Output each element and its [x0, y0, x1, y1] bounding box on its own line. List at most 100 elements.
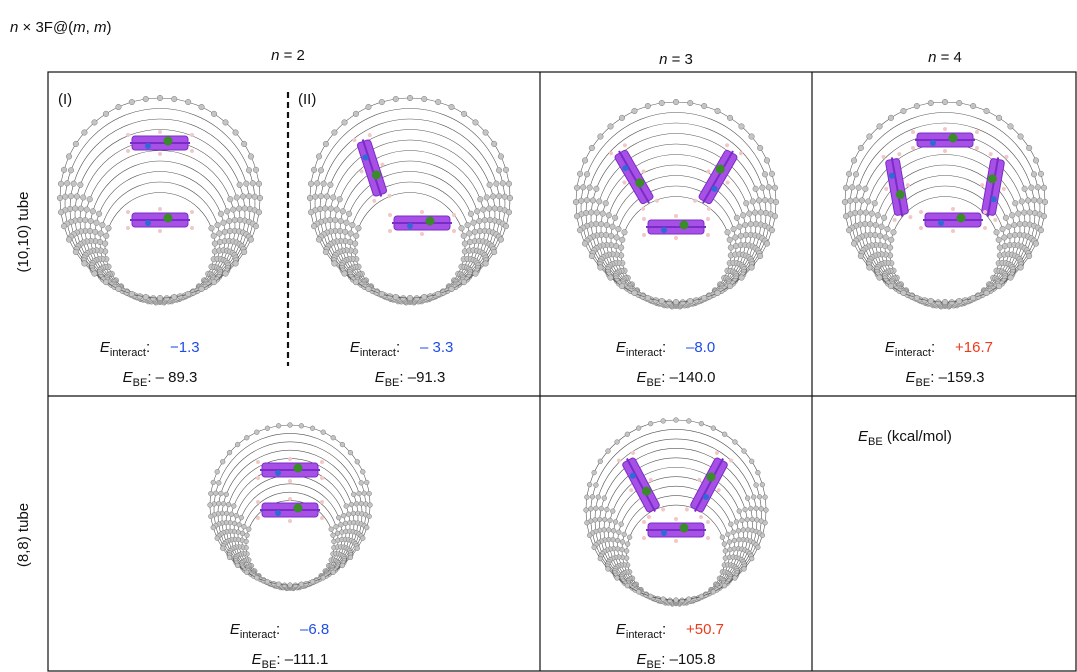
carbon-atom: [994, 229, 1000, 235]
carbon-atom: [760, 185, 766, 191]
atom: [145, 220, 151, 226]
molecule-bond: [703, 151, 733, 203]
carbon-atom: [608, 233, 614, 239]
carbon-atom: [461, 279, 467, 285]
carbon-atom: [494, 181, 500, 187]
carbon-atom: [332, 261, 338, 267]
carbon-atom: [230, 207, 236, 213]
carbon-atom: [486, 206, 492, 212]
carbon-atom: [476, 218, 482, 224]
carbon-atom: [421, 294, 427, 300]
carbon-atom: [733, 235, 739, 241]
molecule: [126, 207, 194, 233]
energy-subscript: BE: [262, 659, 277, 671]
carbon-atom: [1000, 226, 1006, 232]
carbon-atom: [350, 222, 356, 228]
h-atom: [706, 217, 710, 221]
carbon-atom: [1009, 212, 1015, 218]
carbon-atom: [618, 245, 624, 251]
carbon-atom: [865, 199, 871, 205]
carbon-atom: [752, 210, 758, 216]
carbon-atom: [498, 237, 504, 243]
carbon-atom: [734, 215, 740, 221]
carbon-atom: [590, 494, 595, 499]
carbon-atom: [715, 290, 721, 296]
carbon-atom: [185, 99, 191, 105]
carbon-atom: [582, 158, 588, 164]
h-atom: [1002, 187, 1007, 192]
column-header: n = 3: [659, 51, 693, 68]
carbon-atom: [875, 212, 881, 218]
carbon-atom: [593, 483, 598, 488]
title-part: n: [10, 19, 18, 36]
molecule: [974, 151, 1011, 222]
carbon-atom: [407, 295, 413, 301]
carbon-atom: [242, 524, 247, 529]
carbon-atom: [659, 100, 665, 106]
carbon-atom: [473, 271, 479, 277]
interaction-energy: Einteract:: [100, 339, 150, 359]
column-rest: = 4: [936, 49, 961, 66]
carbon-atom: [68, 193, 74, 199]
atom: [680, 221, 689, 230]
carbon-atom: [942, 99, 948, 105]
carbon-atom: [329, 527, 334, 532]
h-atom: [158, 130, 162, 134]
carbon-atom: [68, 168, 74, 174]
carbon-atom: [492, 206, 498, 212]
carbon-atom: [211, 111, 217, 117]
molecule: [878, 151, 915, 222]
carbon-atom: [227, 450, 232, 455]
carbon-atom: [772, 185, 778, 191]
carbon-atom: [877, 275, 883, 281]
carbon-atom: [578, 198, 584, 204]
carbon-atom: [749, 556, 754, 561]
carbon-atom: [208, 491, 213, 496]
carbon-atom: [364, 525, 369, 530]
carbon-atom: [750, 517, 755, 522]
carbon-atom: [449, 104, 455, 110]
carbon-atom: [597, 517, 602, 522]
carbon-atom: [720, 535, 725, 540]
carbon-atom: [754, 506, 759, 511]
carbon-atom: [321, 575, 326, 580]
carbon-atom: [613, 520, 618, 525]
h-atom: [452, 229, 456, 233]
carbon-atom: [760, 533, 765, 538]
separator: :: [662, 339, 666, 356]
carbon-atom: [84, 207, 90, 213]
carbon-atom: [66, 237, 72, 243]
title-part: ,: [86, 19, 94, 36]
carbon-atom: [661, 597, 666, 602]
carbon-atom: [727, 237, 733, 243]
h-atom: [352, 138, 357, 143]
atom: [275, 510, 281, 516]
carbon-atom: [379, 99, 385, 105]
carbon-atom: [234, 195, 240, 201]
carbon-atom: [625, 542, 630, 547]
h-atom: [684, 507, 689, 512]
carbon-atom: [616, 530, 621, 535]
carbon-atom: [337, 196, 343, 202]
h-atom: [674, 539, 678, 543]
atom: [930, 140, 936, 146]
carbon-atom: [232, 217, 238, 223]
atom: [938, 220, 944, 226]
carbon-atom: [241, 249, 247, 255]
title-part: m: [73, 19, 86, 36]
h-atom: [908, 215, 913, 220]
carbon-atom: [215, 536, 220, 541]
carbon-atom: [666, 299, 672, 305]
h-atom: [674, 517, 678, 521]
carbon-atom: [758, 210, 764, 216]
carbon-atom: [843, 185, 849, 191]
h-atom: [975, 146, 979, 150]
carbon-atom: [215, 222, 221, 228]
h-atom: [706, 169, 711, 174]
carbon-atom: [62, 194, 68, 200]
carbon-atom: [877, 124, 883, 130]
carbon-atom: [1011, 222, 1017, 228]
carbon-atom: [92, 271, 98, 277]
carbon-atom: [246, 193, 252, 199]
carbon-atom: [483, 261, 489, 267]
